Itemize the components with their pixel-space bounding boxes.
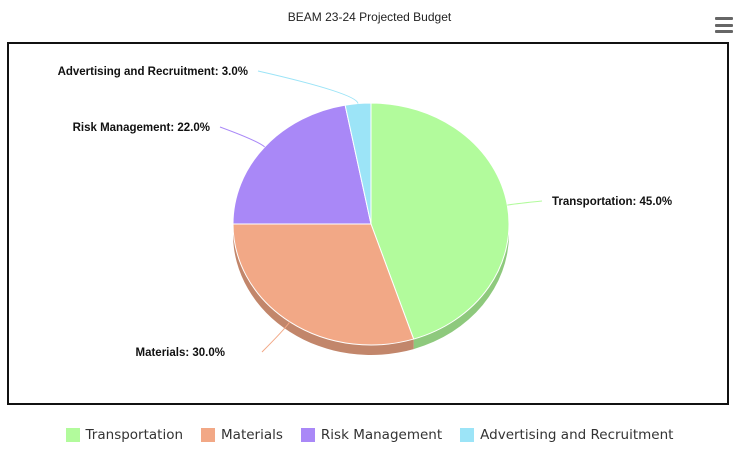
legend-swatch <box>65 428 80 442</box>
legend-item-materials[interactable]: Materials <box>201 427 283 443</box>
legend-item-advertising-and-recruitment[interactable]: Advertising and Recruitment <box>460 427 673 443</box>
data-label-connector <box>219 126 265 148</box>
legend-item-transportation[interactable]: Transportation <box>65 427 184 443</box>
plot-area <box>7 42 729 405</box>
legend-label: Risk Management <box>320 427 443 443</box>
legend-swatch <box>201 428 216 442</box>
data-label-connector <box>261 321 291 353</box>
legend-label: Advertising and Recruitment <box>480 427 674 443</box>
legend-swatch <box>300 428 315 442</box>
chart-title: BEAM 23-24 Projected Budget <box>287 10 452 24</box>
legend-label: Materials <box>221 427 283 443</box>
data-label-connector <box>257 70 359 104</box>
chart-menu-button[interactable] <box>715 16 733 34</box>
data-label-transportation: Transportation: 45.0% <box>552 196 672 208</box>
data-label-risk-management: Risk Management: 22.0% <box>73 122 210 134</box>
legend: Transportation Materials Risk Management Ad… <box>0 427 739 443</box>
pie-slice-depth <box>413 224 509 350</box>
hamburger-line <box>715 23 733 27</box>
hamburger-line <box>715 30 733 33</box>
pie-slice-depth <box>233 224 414 356</box>
legend-item-risk-management[interactable]: Risk Management <box>300 427 443 443</box>
legend-label: Transportation <box>85 427 184 443</box>
data-label-materials: Materials: 30.0% <box>136 347 226 359</box>
legend-swatch <box>460 428 475 442</box>
hamburger-menu-icon <box>715 17 733 20</box>
data-label-connector <box>507 200 543 206</box>
data-label-advertising-and-recruitment: Advertising and Recruitment: 3.0% <box>58 66 248 78</box>
pie-slice-materials[interactable] <box>232 223 415 346</box>
